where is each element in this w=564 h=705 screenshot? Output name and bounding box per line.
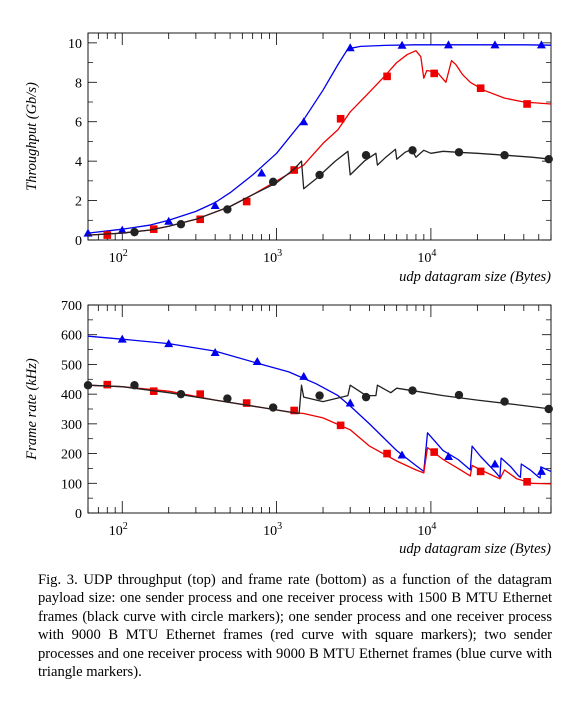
circle-marker — [544, 404, 553, 414]
black-curve — [88, 148, 551, 236]
triangle-marker — [117, 334, 127, 343]
circle-marker — [408, 386, 417, 395]
triangle-marker — [536, 466, 546, 475]
triangle-marker — [536, 40, 546, 49]
x-tick-label: 104 — [417, 521, 436, 539]
circle-marker — [454, 148, 464, 157]
y-tick-label: 100 — [61, 477, 82, 492]
square-marker — [523, 100, 531, 108]
triangle-marker — [257, 168, 267, 177]
circle-marker — [454, 390, 464, 400]
y-tick-label: 8 — [75, 76, 82, 91]
triangle-marker — [299, 117, 309, 126]
circle-marker — [83, 381, 93, 390]
x-axis-label: udp datagram size (Bytes) — [399, 541, 551, 557]
y-tick-label: 300 — [61, 418, 82, 433]
blue-curve — [88, 335, 551, 479]
y-tick-label: 500 — [61, 358, 82, 373]
black-curve — [88, 384, 551, 415]
circle-marker — [268, 403, 278, 412]
square-marker — [476, 84, 485, 92]
triangle-marker — [490, 459, 500, 468]
square-marker — [242, 399, 251, 407]
circle-marker — [544, 154, 553, 164]
plot-frame — [87, 304, 552, 514]
triangle-marker — [252, 356, 262, 365]
circle-marker — [315, 391, 324, 400]
y-tick-label: 400 — [61, 388, 82, 403]
triangle-marker — [345, 43, 355, 52]
square-marker — [336, 421, 345, 430]
square-marker — [196, 215, 205, 224]
square-marker — [383, 72, 391, 81]
circle-marker — [361, 392, 371, 402]
y-tick-label: 200 — [61, 448, 82, 463]
x-tick-label: 102 — [109, 521, 128, 539]
throughput-chart: 0 2 4 6 8 10 102 103 104 udp datagram size (Bytes… — [24, 32, 553, 285]
circle-marker — [500, 151, 509, 160]
x-tick-label: 103 — [263, 521, 282, 539]
triangle-marker — [443, 40, 453, 49]
plot-frame — [87, 32, 552, 241]
y-tick-label: 700 — [61, 299, 82, 314]
circle-marker — [268, 177, 278, 187]
square-marker — [103, 231, 112, 239]
triangle-marker — [210, 348, 220, 357]
y-tick-label: 0 — [75, 507, 82, 522]
frame-rate-chart: 0 100 200 300 400 500 600 700 102 103 104 udp datag… — [24, 299, 553, 557]
figure-caption: Fig. 3. UDP throughput (top) and frame r… — [38, 572, 552, 681]
y-axis-label: Frame rate (kHz) — [24, 358, 40, 461]
triangle-marker — [117, 225, 127, 234]
triangle-marker — [397, 40, 407, 49]
circle-marker — [315, 170, 324, 180]
circle-marker — [408, 146, 417, 155]
square-marker — [290, 406, 298, 415]
circle-marker — [130, 227, 139, 237]
red-curve — [88, 50, 551, 236]
y-tick-label: 2 — [75, 195, 82, 210]
y-tick-label: 0 — [75, 234, 82, 249]
y-axis-label: Throughput (Gb/s) — [24, 82, 40, 191]
square-marker — [383, 449, 391, 458]
triangle-marker — [164, 339, 174, 348]
circle-marker — [176, 220, 186, 229]
square-marker — [430, 448, 438, 456]
triangle-marker — [443, 452, 453, 461]
square-marker — [523, 478, 531, 486]
triangle-marker — [397, 450, 407, 459]
circle-marker — [223, 205, 232, 214]
x-tick-label: 103 — [263, 248, 282, 266]
circle-marker — [130, 381, 139, 390]
x-axis-label: udp datagram size (Bytes) — [399, 269, 551, 285]
square-marker — [430, 69, 438, 78]
circle-marker — [176, 389, 186, 399]
square-marker — [103, 380, 112, 389]
square-marker — [290, 166, 298, 174]
y-tick-label: 6 — [75, 116, 82, 131]
y-tick-label: 600 — [61, 329, 82, 344]
square-marker — [336, 114, 345, 123]
x-tick-label: 104 — [417, 248, 436, 266]
triangle-marker — [345, 398, 355, 407]
square-marker — [196, 390, 205, 398]
blue-curve — [88, 44, 551, 234]
triangle-marker — [210, 201, 220, 209]
y-tick-label: 4 — [75, 155, 82, 170]
triangle-marker — [164, 216, 174, 225]
triangle-marker — [490, 40, 500, 49]
square-marker — [476, 467, 485, 476]
circle-marker — [223, 394, 232, 403]
y-tick-label: 10 — [68, 37, 82, 52]
square-marker — [242, 197, 251, 206]
circle-marker — [361, 151, 371, 160]
x-tick-label: 102 — [109, 248, 128, 266]
triangle-marker — [299, 371, 309, 380]
circle-marker — [500, 397, 509, 406]
